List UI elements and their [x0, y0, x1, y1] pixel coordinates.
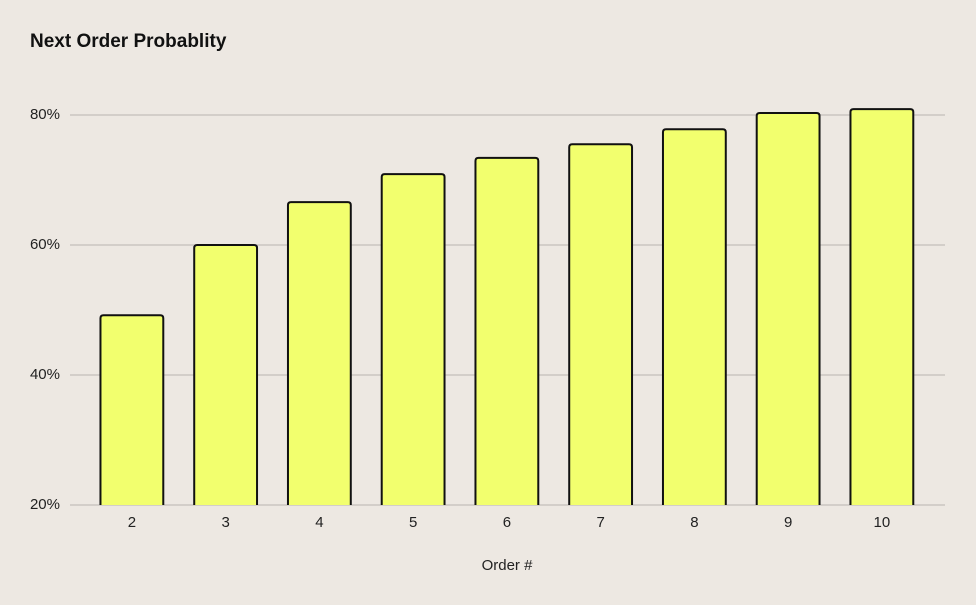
x-tick-label: 4: [315, 514, 323, 531]
bar: [474, 156, 540, 505]
bar: [286, 201, 352, 505]
x-tick-label: 6: [503, 514, 511, 531]
x-tick-label: 9: [784, 514, 792, 531]
bar: [755, 112, 821, 505]
bar: [99, 314, 165, 505]
x-tick-label: 10: [874, 514, 891, 531]
bar: [380, 173, 446, 505]
bar: [849, 108, 915, 505]
x-tick-label: 2: [128, 514, 136, 531]
x-tick-label: 7: [596, 514, 604, 531]
x-axis-label: Order #: [482, 557, 534, 574]
bar: [568, 143, 634, 505]
x-tick-label: 3: [221, 514, 229, 531]
bar: [661, 128, 727, 505]
x-tick-label: 5: [409, 514, 417, 531]
y-tick-label: 80%: [30, 106, 60, 123]
y-tick-label: 60%: [30, 236, 60, 253]
y-tick-label: 40%: [30, 366, 60, 383]
y-tick-label: 20%: [30, 496, 60, 513]
chart-title: Next Order Probablity: [30, 31, 227, 52]
bar: [193, 244, 259, 505]
x-tick-label: 8: [690, 514, 698, 531]
